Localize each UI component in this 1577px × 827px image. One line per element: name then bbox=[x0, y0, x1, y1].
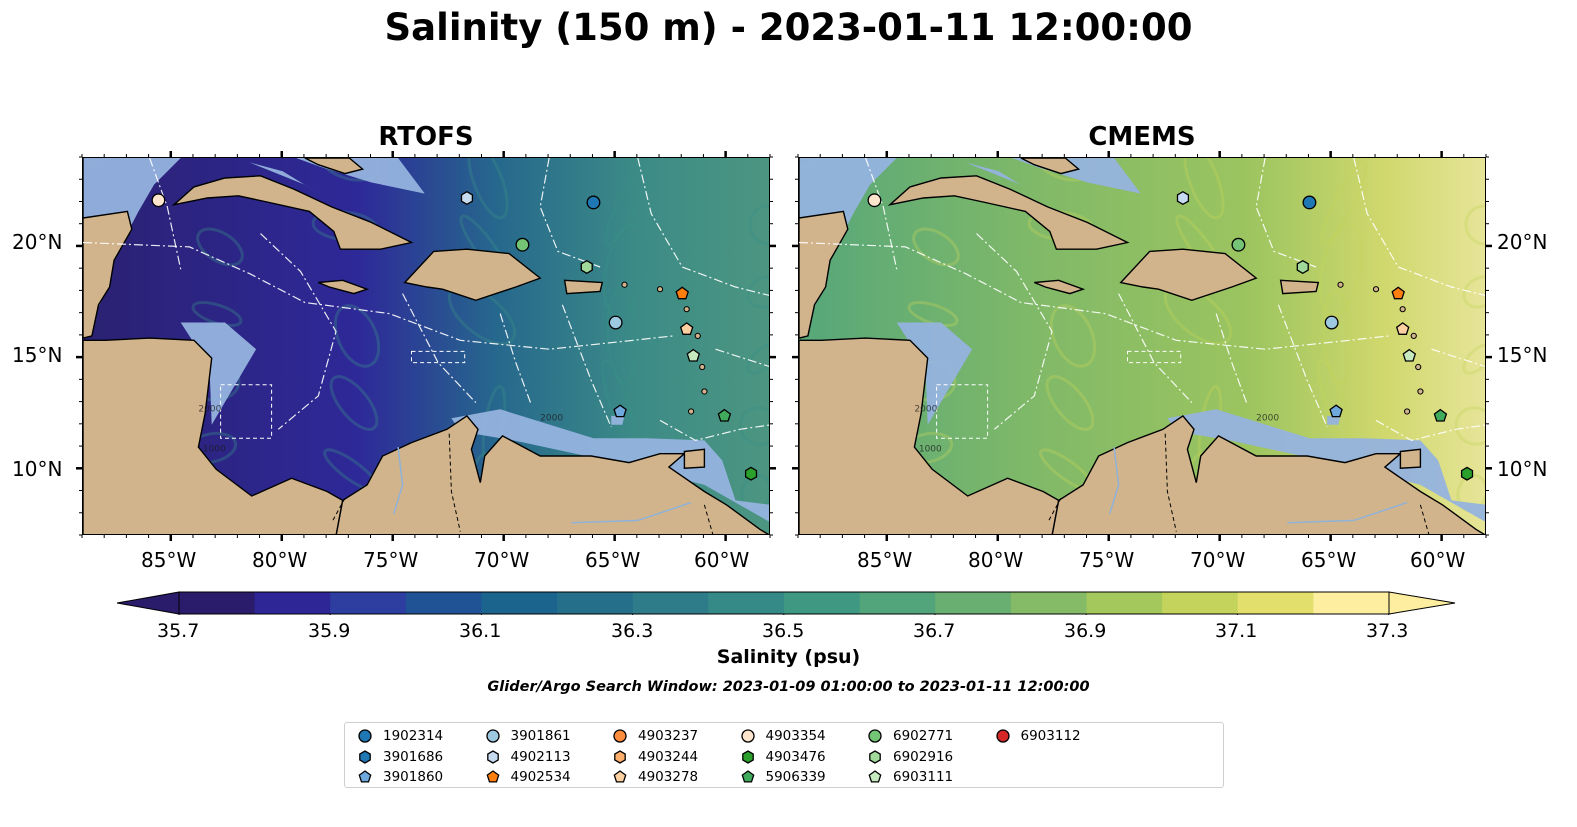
legend-marker-6902771 bbox=[868, 729, 882, 743]
x-tick-label: 80°W bbox=[252, 548, 308, 572]
colorbar-tick-label: 36.7 bbox=[913, 620, 956, 642]
x-tick-label: 75°W bbox=[363, 548, 419, 572]
svg-text:1000: 1000 bbox=[919, 445, 942, 455]
y-tick-label-right: 10°N bbox=[1497, 457, 1548, 481]
float-marker-4903354 bbox=[151, 193, 166, 208]
colorbar-tick-label: 36.1 bbox=[459, 620, 502, 642]
svg-text:2000: 2000 bbox=[198, 404, 221, 414]
map-cmems: 2000 1000 2000 bbox=[798, 157, 1486, 535]
float-marker-6903111 bbox=[1402, 348, 1417, 362]
colorbar bbox=[117, 591, 1456, 615]
y-tick-label-left: 15°N bbox=[12, 343, 63, 367]
legend-label: 6902916 bbox=[893, 748, 954, 765]
float-marker-4902113 bbox=[1176, 190, 1190, 206]
svg-text:1000: 1000 bbox=[203, 445, 226, 455]
legend-label: 4903354 bbox=[765, 728, 826, 744]
x-tick-label: 70°W bbox=[474, 548, 530, 572]
legend-marker-5906339 bbox=[741, 770, 754, 783]
float-marker-6902916 bbox=[1296, 259, 1309, 275]
search-window-caption: Glider/Argo Search Window: 2023-01-09 01… bbox=[487, 679, 1090, 695]
legend-marker-4903354 bbox=[740, 729, 755, 743]
legend-label: 4903278 bbox=[638, 769, 699, 785]
float-marker-4903278 bbox=[1395, 322, 1410, 335]
float-marker-4903476 bbox=[1460, 466, 1474, 481]
float-marker-4903476 bbox=[744, 466, 758, 481]
panel-title-cmems: CMEMS bbox=[1088, 122, 1196, 152]
float-marker-6902771 bbox=[1231, 237, 1246, 252]
svg-text:2000: 2000 bbox=[1256, 413, 1279, 423]
legend-label: 6902771 bbox=[893, 728, 954, 744]
legend-label: 4902534 bbox=[510, 769, 571, 785]
x-tick-label: 65°W bbox=[585, 548, 641, 572]
float-marker-1902314 bbox=[586, 195, 601, 210]
legend-label: 1902314 bbox=[383, 728, 444, 744]
legend-label: 6903112 bbox=[1020, 728, 1081, 744]
page-title: Salinity (150 m) - 2023-01-11 12:00:00 bbox=[384, 6, 1193, 49]
float-marker-3901860 bbox=[1329, 404, 1343, 418]
legend-marker-3901686 bbox=[359, 749, 371, 764]
colorbar-tick-label: 37.3 bbox=[1366, 620, 1409, 642]
x-tick-label: 80°W bbox=[968, 548, 1024, 572]
x-tick-label: 60°W bbox=[1410, 548, 1466, 572]
y-tick-label-left: 20°N bbox=[12, 230, 63, 254]
legend-marker-4903237 bbox=[613, 729, 627, 743]
x-tick-label: 85°W bbox=[141, 548, 197, 572]
legend-label: 4903476 bbox=[765, 748, 826, 765]
legend-label: 3901860 bbox=[383, 769, 444, 785]
svg-text:2000: 2000 bbox=[540, 413, 563, 423]
panel-title-rtofs: RTOFS bbox=[378, 122, 474, 152]
y-tick-label-left: 10°N bbox=[12, 457, 63, 481]
legend-label: 3901686 bbox=[383, 748, 444, 765]
x-tick-label: 75°W bbox=[1079, 548, 1135, 572]
legend-marker-6903112 bbox=[995, 729, 1010, 743]
colorbar-tick-label: 36.3 bbox=[611, 620, 654, 642]
map-rtofs: 2000 1000 2000 bbox=[82, 157, 770, 535]
float-marker-4902534 bbox=[1391, 286, 1405, 300]
legend-label: 4903244 bbox=[638, 748, 699, 765]
legend-marker-4902113 bbox=[486, 749, 499, 764]
legend-marker-6902916 bbox=[869, 749, 881, 764]
legend-marker-4903278 bbox=[613, 770, 627, 783]
svg-text:2000: 2000 bbox=[914, 404, 937, 414]
float-marker-6902771 bbox=[515, 237, 530, 252]
legend-marker-6903111 bbox=[868, 770, 882, 783]
colorbar-tick-label: 37.1 bbox=[1215, 620, 1258, 642]
legend-label: 6903111 bbox=[893, 769, 954, 785]
legend-marker-3901860 bbox=[358, 770, 372, 783]
legend-marker-4903476 bbox=[741, 749, 754, 764]
x-tick-label: 85°W bbox=[857, 548, 913, 572]
float-marker-3901860 bbox=[613, 404, 627, 418]
float-marker-6902916 bbox=[580, 259, 593, 275]
float-marker-5906339 bbox=[1433, 408, 1448, 422]
float-marker-4902113 bbox=[460, 190, 474, 206]
colorbar-tick-label: 35.9 bbox=[308, 620, 351, 642]
x-tick-label: 70°W bbox=[1190, 548, 1246, 572]
legend-marker-4903244 bbox=[614, 749, 626, 764]
colorbar-title: Salinity (psu) bbox=[716, 646, 861, 668]
float-marker-4902534 bbox=[675, 286, 689, 300]
float-marker-3901861 bbox=[608, 315, 623, 330]
float-marker-5906339 bbox=[717, 408, 732, 422]
legend-label: 4903237 bbox=[638, 728, 699, 744]
legend-marker-3901861 bbox=[485, 729, 500, 743]
legend: 1902314 3901686 3901860 3901861 4902113 49025… bbox=[344, 722, 1224, 788]
colorbar-tick-label: 35.7 bbox=[157, 620, 200, 642]
y-tick-label-right: 20°N bbox=[1497, 230, 1548, 254]
float-marker-1902314 bbox=[1302, 195, 1317, 210]
float-marker-3901861 bbox=[1324, 315, 1339, 330]
colorbar-tick-label: 36.5 bbox=[762, 620, 805, 642]
float-marker-4903278 bbox=[679, 322, 694, 335]
legend-label: 4902113 bbox=[510, 748, 571, 765]
float-marker-6903111 bbox=[686, 348, 701, 362]
colorbar-tick-label: 36.9 bbox=[1064, 620, 1107, 642]
x-tick-label: 60°W bbox=[694, 548, 750, 572]
legend-label: 5906339 bbox=[765, 769, 826, 785]
legend-label: 3901861 bbox=[510, 728, 571, 744]
legend-marker-4902534 bbox=[486, 770, 499, 783]
y-tick-label-right: 15°N bbox=[1497, 343, 1548, 367]
x-tick-label: 65°W bbox=[1301, 548, 1357, 572]
legend-marker-1902314 bbox=[358, 729, 372, 743]
float-marker-4903354 bbox=[867, 193, 882, 208]
